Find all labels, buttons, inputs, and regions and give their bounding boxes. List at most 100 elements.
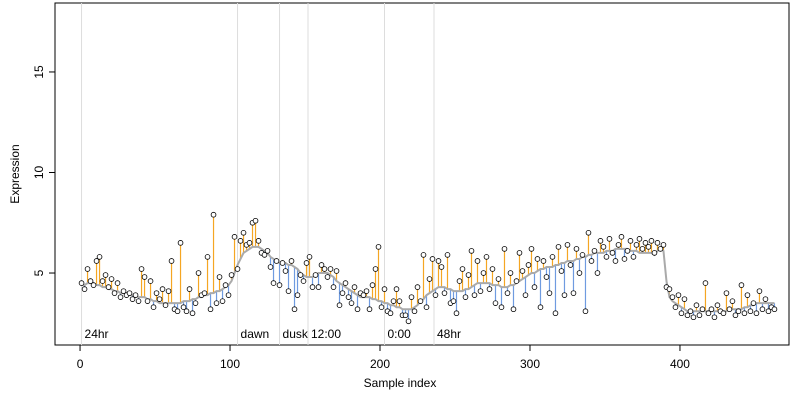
data-point <box>306 254 313 260</box>
data-point <box>441 290 448 296</box>
data-point <box>129 296 136 302</box>
data-point <box>219 298 226 304</box>
data-point <box>288 258 295 264</box>
data-point <box>696 312 703 319</box>
data-point <box>279 260 286 266</box>
data-point <box>213 300 220 306</box>
data-point <box>216 274 223 280</box>
y-tick-label: 5 <box>32 269 46 276</box>
data-point <box>666 286 673 292</box>
data-point <box>240 230 247 236</box>
data-point <box>669 294 676 300</box>
data-point <box>120 288 127 294</box>
time-marker-label: 0:00 <box>388 327 412 341</box>
data-point <box>417 298 424 304</box>
data-point <box>582 308 589 315</box>
data-point <box>78 280 85 286</box>
data-point <box>375 244 382 250</box>
data-point <box>90 282 97 288</box>
data-point <box>150 304 157 311</box>
data-point <box>147 278 154 284</box>
data-point <box>711 314 718 321</box>
data-point <box>225 292 232 298</box>
data-point <box>252 217 259 224</box>
data-point <box>366 306 373 313</box>
data-point <box>465 272 472 278</box>
data-point <box>513 278 520 284</box>
data-point <box>402 312 409 319</box>
data-point <box>522 292 529 298</box>
data-point <box>84 266 91 272</box>
data-point <box>228 272 235 278</box>
data-point <box>324 274 331 280</box>
data-point <box>525 262 532 268</box>
data-point <box>396 298 403 304</box>
data-point <box>498 304 505 311</box>
data-point <box>744 292 751 298</box>
data-point <box>621 256 628 262</box>
data-point <box>489 266 496 272</box>
data-point <box>183 308 190 315</box>
data-point <box>117 294 124 300</box>
data-point <box>546 290 553 296</box>
data-point <box>690 314 697 321</box>
data-point <box>687 308 694 315</box>
data-point <box>393 286 400 292</box>
data-point <box>606 236 613 242</box>
data-point <box>390 298 397 304</box>
data-point <box>732 312 739 319</box>
data-point <box>507 270 514 276</box>
data-point <box>126 290 133 296</box>
data-point <box>297 272 304 278</box>
data-point <box>726 306 733 313</box>
data-point <box>195 270 202 276</box>
data-point <box>516 250 523 256</box>
data-point <box>354 306 361 313</box>
time-marker-label: dusk <box>283 327 309 341</box>
data-point <box>318 262 325 268</box>
data-point <box>618 234 625 240</box>
data-point <box>423 304 430 311</box>
data-point <box>528 246 535 252</box>
data-point <box>87 278 94 284</box>
data-point <box>681 296 688 302</box>
data-point <box>567 262 574 268</box>
data-point <box>627 238 634 244</box>
data-point <box>201 290 208 296</box>
data-point <box>102 272 109 278</box>
data-point <box>270 280 277 286</box>
data-point <box>591 248 598 254</box>
data-point <box>684 312 691 319</box>
data-point <box>144 298 151 304</box>
data-point <box>294 292 301 298</box>
data-point <box>387 310 394 317</box>
data-point <box>735 308 742 315</box>
data-point <box>135 298 142 304</box>
data-point <box>534 256 541 262</box>
data-point <box>552 310 559 317</box>
data-point <box>276 282 283 288</box>
data-point <box>267 264 274 270</box>
data-point <box>192 300 199 306</box>
data-point <box>501 246 508 252</box>
data-point <box>600 244 607 250</box>
data-point <box>480 270 487 276</box>
data-point <box>411 308 418 315</box>
data-point <box>720 310 727 317</box>
data-point <box>762 296 769 302</box>
data-point <box>594 270 601 276</box>
data-point <box>210 211 217 218</box>
plot-frame <box>54 2 790 346</box>
data-point <box>93 258 100 264</box>
data-point <box>723 290 730 296</box>
data-point <box>609 250 616 256</box>
data-point <box>381 286 388 292</box>
data-point <box>273 258 280 264</box>
data-point <box>162 302 169 308</box>
data-point <box>363 288 370 294</box>
data-point <box>645 244 652 250</box>
data-point <box>429 256 436 262</box>
data-point <box>141 274 148 280</box>
data-point <box>237 238 244 244</box>
data-point <box>165 288 172 294</box>
